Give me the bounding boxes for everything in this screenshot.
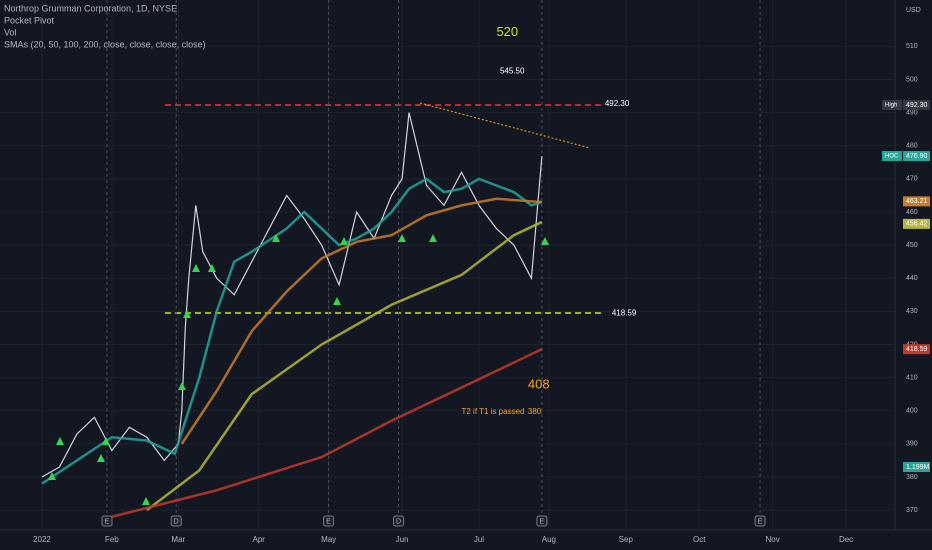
event-marker <box>170 515 182 527</box>
y-tick-label: 510 <box>906 43 918 50</box>
price-tag <box>903 151 930 162</box>
x-tick-label: May <box>321 535 336 544</box>
annotation: 380 <box>528 407 542 416</box>
y-tick-label: 450 <box>906 242 918 249</box>
grid <box>0 0 895 530</box>
x-tick-label: 2022 <box>33 535 51 544</box>
price-tag <box>903 218 930 229</box>
x-tick-label: Apr <box>252 535 265 544</box>
price-tag <box>903 344 930 355</box>
x-tick-label: Nov <box>766 535 780 544</box>
legend: Northrop Grumman Corporation, 1D, NYSE Po… <box>4 3 206 49</box>
legend-line: Pocket Pivot <box>4 15 55 25</box>
x-tick-label: Jul <box>474 535 484 544</box>
annotation: 408 <box>528 376 550 391</box>
y-tick-label: 480 <box>906 143 918 150</box>
price-axis <box>895 0 932 550</box>
x-tick-label: Dec <box>839 535 853 544</box>
annotation: 418.59 <box>612 308 637 317</box>
volume-tag-label: 1.199M <box>906 464 930 471</box>
annotation: T2 if T1 is passed <box>461 407 524 416</box>
x-tick-label: Oct <box>693 535 706 544</box>
event-letter: E <box>758 518 763 525</box>
series-line <box>41 112 543 478</box>
legend-line: Northrop Grumman Corporation, 1D, NYSE <box>4 3 177 13</box>
y-tick-label: 440 <box>906 275 918 282</box>
price-tag-label: 476.90 <box>906 153 928 160</box>
y-tick-label: 390 <box>906 441 918 448</box>
overlay: USD3703803904004104204304404504604704804… <box>33 7 930 544</box>
event-marker <box>101 515 113 527</box>
legend-line: SMAs (20, 50, 100, 200, close, close, cl… <box>4 39 206 49</box>
tag-name-box <box>882 100 902 111</box>
event-letter: E <box>540 518 545 525</box>
event-marker <box>393 515 405 527</box>
trend-line <box>419 102 591 149</box>
annotation: 492.30 <box>605 99 630 108</box>
event-letter: D <box>174 518 179 525</box>
y-tick-label: 490 <box>906 109 918 116</box>
x-tick-label: Feb <box>105 535 119 544</box>
x-tick-label: Mar <box>171 535 185 544</box>
tag-name-box <box>882 151 902 162</box>
volume-tag <box>903 462 930 472</box>
y-tick-label: 500 <box>906 76 918 83</box>
legend-line: Vol <box>4 27 17 37</box>
plot <box>41 0 761 518</box>
series-line <box>41 177 543 485</box>
price-tag-label: 456.42 <box>906 221 928 228</box>
event-marker <box>536 515 548 527</box>
event-marker <box>754 515 766 527</box>
price-tag-label: 492.30 <box>906 102 928 109</box>
tag-name: HOC <box>885 154 899 160</box>
tag-name: High <box>885 103 897 109</box>
y-tick-label: 370 <box>906 507 918 514</box>
pocket-pivots <box>48 234 549 505</box>
currency: USD <box>906 7 921 14</box>
annotation: 545.50 <box>500 66 525 75</box>
y-tick-label: 400 <box>906 408 918 415</box>
series-line <box>146 220 543 512</box>
price-tag <box>903 196 930 207</box>
y-tick-label: 430 <box>906 308 918 315</box>
y-tick-label: 460 <box>906 209 918 216</box>
event-letter: E <box>105 518 110 525</box>
x-tick-label: Jun <box>396 535 409 544</box>
y-tick-label: 470 <box>906 176 918 183</box>
series-line <box>180 197 542 445</box>
y-tick-label: 410 <box>906 374 918 381</box>
price-tag-label: 418.59 <box>906 346 928 353</box>
x-tick-label: Sep <box>619 535 634 544</box>
price-tag <box>903 100 930 111</box>
x-tick-label: Aug <box>542 535 556 544</box>
annotation: 520 <box>496 24 518 39</box>
series-line <box>111 348 543 518</box>
y-tick-label: 380 <box>906 474 918 481</box>
event-letter: E <box>326 518 331 525</box>
event-marker <box>323 515 335 527</box>
event-letter: D <box>396 518 401 525</box>
price-tag-label: 463.21 <box>906 198 928 205</box>
